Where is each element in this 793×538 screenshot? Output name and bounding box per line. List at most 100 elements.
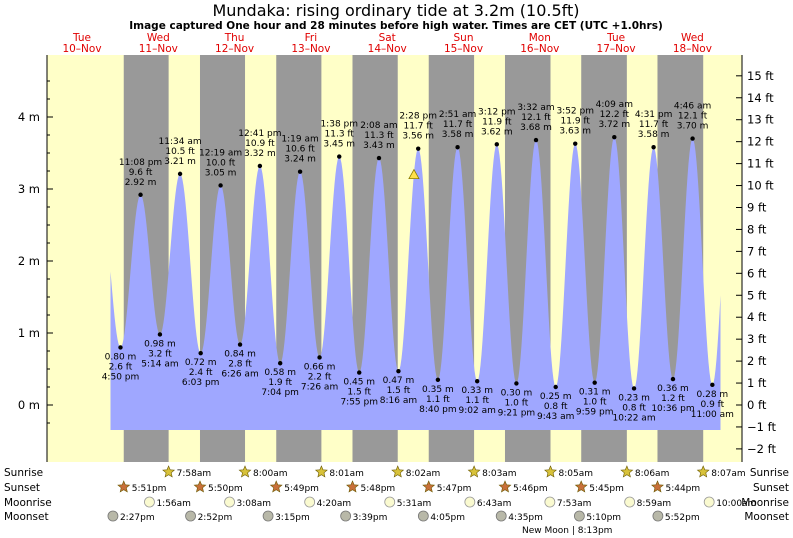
low-tide-ft: 2.6 ft xyxy=(109,362,133,372)
high-tide-time: 1:19 am xyxy=(281,135,318,145)
high-tide-ft: 11.7 ft xyxy=(443,120,473,130)
high-tide-m: 3.68 m xyxy=(520,123,552,133)
sunrise-icon xyxy=(162,465,176,478)
sunset-time: 5:46pm xyxy=(513,484,548,494)
high-tide-point xyxy=(297,169,303,174)
low-tide-time: 8:40 pm xyxy=(419,405,457,415)
m-tick-label: 2 m xyxy=(18,254,40,268)
high-tide-point xyxy=(573,141,578,146)
sunset-icon xyxy=(193,480,207,493)
low-tide-m: 0.25 m xyxy=(540,392,572,402)
high-tide-time: 12:19 am xyxy=(199,148,242,158)
high-tide-time: 1:38 pm xyxy=(320,120,358,130)
low-tide-point xyxy=(157,332,163,337)
low-tide-m: 0.66 m xyxy=(304,362,336,372)
sunrise-time: 8:00am xyxy=(253,469,287,479)
low-tide-ft: 1.1 ft xyxy=(426,395,450,405)
ft-tick-label: 3 ft xyxy=(747,332,767,346)
ft-tick-label: −2 ft xyxy=(747,442,776,456)
day-date: 17–Nov xyxy=(597,43,636,55)
moonrise-time: 8:59am xyxy=(637,499,672,509)
low-tide-point xyxy=(553,384,558,390)
high-tide-ft: 12.2 ft xyxy=(600,110,630,120)
low-tide-point xyxy=(237,342,243,347)
high-tide-m: 3.43 m xyxy=(363,141,395,151)
ft-tick-label: 14 ft xyxy=(747,91,774,105)
low-tide-ft: 2.8 ft xyxy=(228,360,252,370)
tide-area xyxy=(110,137,721,430)
low-tide-m: 0.35 m xyxy=(422,385,454,395)
day-name: Wed xyxy=(147,32,170,44)
current-tide-marker xyxy=(408,168,420,179)
moonset-icon xyxy=(107,510,119,522)
m-tick-label: 4 m xyxy=(18,110,40,124)
day-name: Thu xyxy=(224,32,245,44)
high-tide-ft: 10.0 ft xyxy=(206,158,236,168)
high-tide-ft: 11.7 ft xyxy=(403,122,433,132)
ft-tick-label: 9 ft xyxy=(747,200,767,214)
moonset-icon xyxy=(262,510,274,522)
low-tide-point xyxy=(118,345,123,350)
ft-tick-label: 1 ft xyxy=(747,376,767,390)
sunrise-time: 7:58am xyxy=(177,469,212,479)
moonrise-icon xyxy=(464,496,476,508)
high-tide-ft: 11.9 ft xyxy=(482,117,512,127)
high-tide-time: 3:32 am xyxy=(517,103,554,113)
high-tide-m: 3.62 m xyxy=(481,127,513,137)
high-tide-m: 3.24 m xyxy=(284,155,316,165)
sunset-row-label-right: Sunset xyxy=(753,482,789,494)
sunset-row-label: Sunset xyxy=(4,482,40,494)
high-tide-ft: 9.6 ft xyxy=(129,168,153,178)
moonset-time: 4:35pm xyxy=(508,513,543,523)
high-tide-time: 3:52 pm xyxy=(556,107,594,117)
sunrise-row-label-right: Sunrise xyxy=(750,467,789,479)
low-tide-m: 0.47 m xyxy=(383,376,415,386)
low-tide-point xyxy=(357,370,362,375)
moonset-time: 5:52pm xyxy=(665,513,700,523)
day-name: Sat xyxy=(379,32,396,44)
moonrise-time: 7:53am xyxy=(557,499,592,509)
high-tide-point xyxy=(416,146,421,151)
low-tide-time: 7:04 pm xyxy=(261,388,299,398)
moonset-icon xyxy=(417,510,429,522)
low-tide-ft: 1.5 ft xyxy=(387,386,411,396)
moonset-icon xyxy=(185,510,196,522)
sunrise-icon xyxy=(467,465,481,478)
moonrise-icon xyxy=(703,496,715,508)
high-tide-point xyxy=(177,171,183,177)
moonrise-row-label: Moonrise xyxy=(4,497,52,509)
high-tide-point xyxy=(337,154,342,159)
sunrise-icon xyxy=(544,465,557,478)
high-tide-m: 2.92 m xyxy=(125,178,157,188)
high-tide-point xyxy=(494,142,499,147)
sunset-time: 5:47pm xyxy=(437,484,472,494)
high-tide-time: 4:46 am xyxy=(674,102,711,112)
moonset-icon xyxy=(340,510,352,522)
low-tide-time: 11:00 am xyxy=(691,410,734,420)
low-tide-time: 9:59 pm xyxy=(576,408,614,418)
ft-tick-label: 15 ft xyxy=(747,69,774,83)
sunset-time: 5:51pm xyxy=(132,484,167,494)
low-tide-point xyxy=(435,377,441,382)
low-tide-m: 0.72 m xyxy=(185,358,217,368)
day-date: 13–Nov xyxy=(291,43,330,55)
sunrise-icon xyxy=(314,465,328,478)
sunset-time: 5:49pm xyxy=(284,484,319,494)
high-tide-ft: 11.7 ft xyxy=(639,120,669,130)
ft-tick-label: 4 ft xyxy=(747,310,767,324)
moonset-icon xyxy=(495,510,507,522)
high-tide-m: 3.56 m xyxy=(402,132,434,142)
sunrise-icon xyxy=(696,465,710,478)
high-tide-m: 3.70 m xyxy=(677,122,709,132)
low-tide-m: 0.45 m xyxy=(343,378,375,388)
sun-moon-table: Sunrise Sunrise Sunset Sunset Moonrise Moonri… xyxy=(4,465,789,536)
moonrise-time: 6:43am xyxy=(477,499,512,509)
low-tide-time: 9:21 pm xyxy=(498,408,536,418)
low-tide-point xyxy=(670,376,676,382)
day-name: Sun xyxy=(454,32,474,44)
high-tide-ft: 12.1 ft xyxy=(521,113,551,123)
day-name: Tue xyxy=(606,32,625,44)
low-tide-ft: 3.2 ft xyxy=(148,349,172,359)
moonset-icon xyxy=(652,510,664,522)
ft-tick-label: 2 ft xyxy=(747,354,767,368)
